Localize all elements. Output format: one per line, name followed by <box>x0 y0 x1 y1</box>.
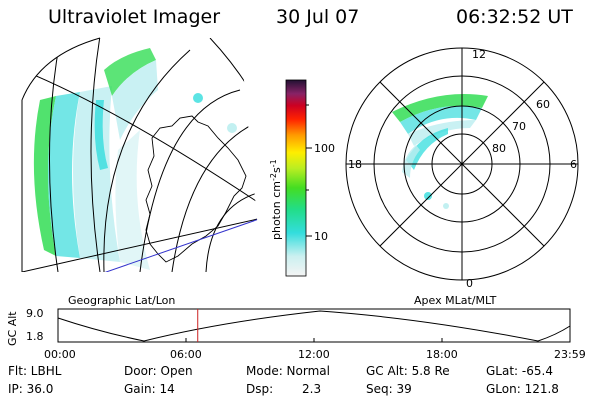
colorbar-unit-label: photon cm-2s-1 <box>269 159 283 240</box>
dsp-label: Dsp: <box>246 382 274 396</box>
lat-label-60: 60 <box>536 98 550 111</box>
app-title: Ultraviolet Imager <box>48 6 221 28</box>
svg-text:photon cm-2s-1: photon cm-2s-1 <box>269 159 283 240</box>
timeline-axis-label: GC Alt <box>6 311 19 346</box>
seq-info: Seq: 39 <box>366 382 412 396</box>
altitude-timeline: GC Alt 9.0 1.8 00:00 06:00 12:00 18:00 2… <box>6 307 586 361</box>
time-label: 06:32:52 UT <box>456 6 573 28</box>
orbit-track-line <box>59 217 262 272</box>
aurora-oval-polar <box>392 94 488 122</box>
y-tick-9: 9.0 <box>26 307 44 320</box>
x-tick-2359: 23:59 <box>554 348 586 361</box>
x-tick-0000: 00:00 <box>44 348 76 361</box>
mlt-label-18: 18 <box>348 158 362 171</box>
dsp-value: 2.3 <box>302 382 322 396</box>
x-tick-0600: 06:00 <box>170 348 202 361</box>
gc-alt-info: GC Alt: 5.8 Re <box>366 364 450 378</box>
ip-info: IP: 36.0 <box>8 382 54 396</box>
geographic-map <box>21 37 262 272</box>
polar-map: 12 18 6 0 60 70 80 <box>345 47 579 290</box>
mlt-label-6: 6 <box>570 158 577 171</box>
date-label: 30 Jul 07 <box>276 6 360 28</box>
y-tick-1-8: 1.8 <box>26 330 44 343</box>
apex-label: Apex MLat/MLT <box>414 294 497 307</box>
lat-label-80: 80 <box>492 142 506 155</box>
colorbar-tick-10: 10 <box>314 230 328 243</box>
coastline <box>145 115 247 263</box>
mode-info: Mode: Normal <box>246 364 330 378</box>
x-tick-1200: 12:00 <box>298 348 330 361</box>
filter-info: Flt: LBHL <box>8 364 62 378</box>
colorbar: 100 10 photon cm-2s-1 <box>269 79 335 277</box>
colorbar-tick-100: 100 <box>314 142 335 155</box>
glat-info: GLat: -65.4 <box>486 364 553 378</box>
glon-info: GLon: 121.8 <box>486 382 559 396</box>
gain-info: Gain: 14 <box>124 382 175 396</box>
lat-label-70: 70 <box>512 120 526 133</box>
aurora-oval-geo <box>33 96 56 256</box>
mlt-label-0: 0 <box>466 277 473 290</box>
mlt-label-12: 12 <box>472 48 486 61</box>
altitude-curve <box>57 310 571 342</box>
door-info: Door: Open <box>124 364 193 378</box>
x-tick-1800: 18:00 <box>426 348 458 361</box>
geographic-label: Geographic Lat/Lon <box>68 294 175 307</box>
